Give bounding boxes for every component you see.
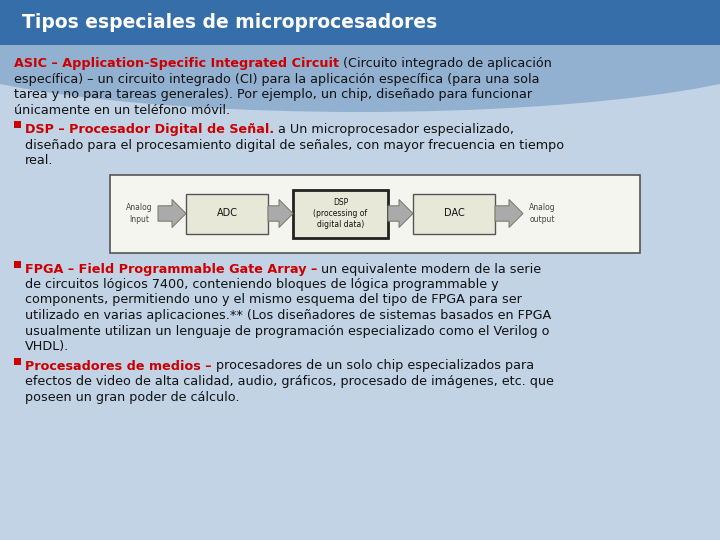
Text: tarea y no para tareas generales). Por ejemplo, un chip, diseñado para funcionar: tarea y no para tareas generales). Por e…	[14, 88, 532, 101]
Text: VHDL).: VHDL).	[25, 340, 69, 353]
Text: real.: real.	[25, 154, 53, 167]
Text: (Circuito integrado de aplicación: (Circuito integrado de aplicación	[339, 57, 552, 70]
Text: específica) – un circuito integrado (CI) para la aplicación específica (para una: específica) – un circuito integrado (CI)…	[14, 72, 539, 85]
Text: FPGA – Field Programmable Gate Array –: FPGA – Field Programmable Gate Array –	[25, 262, 318, 275]
Text: DAC: DAC	[444, 208, 464, 219]
FancyBboxPatch shape	[110, 174, 640, 253]
Text: components, permitiendo uno y el mismo esquema del tipo de FPGA para ser: components, permitiendo uno y el mismo e…	[25, 294, 522, 307]
Ellipse shape	[0, 0, 720, 112]
Text: únicamente en un teléfono móvil.: únicamente en un teléfono móvil.	[14, 104, 230, 117]
Text: a Un microprocesador especializado,: a Un microprocesador especializado,	[274, 123, 514, 136]
Bar	[14, 260, 21, 267]
Text: usualmente utilizan un lenguaje de programación especializado como el Verilog o: usualmente utilizan un lenguaje de progr…	[25, 325, 549, 338]
Text: procesadores de un solo chip especializados para: procesadores de un solo chip especializa…	[212, 360, 534, 373]
Polygon shape	[388, 199, 413, 227]
Text: DSP – Procesador Digital de Señal.: DSP – Procesador Digital de Señal.	[25, 123, 274, 136]
Text: utilizado en varias aplicaciones.** (Los diseñadores de sistemas basados en FPGA: utilizado en varias aplicaciones.** (Los…	[25, 309, 552, 322]
Text: DSP
(processing of
digital data): DSP (processing of digital data)	[313, 198, 368, 229]
Text: diseñado para el procesamiento digital de señales, con mayor frecuencia en tiemp: diseñado para el procesamiento digital d…	[25, 138, 564, 152]
Bar	[14, 121, 21, 128]
Text: Analog
output: Analog output	[528, 204, 555, 224]
FancyBboxPatch shape	[413, 193, 495, 233]
Text: ASIC – Application-Specific Integrated Circuit: ASIC – Application-Specific Integrated C…	[14, 57, 339, 70]
Polygon shape	[495, 199, 523, 227]
Polygon shape	[268, 199, 293, 227]
Polygon shape	[158, 199, 186, 227]
Text: Analog
Input: Analog Input	[126, 204, 153, 224]
Text: efectos de video de alta calidad, audio, gráficos, procesado de imágenes, etc. q: efectos de video de alta calidad, audio,…	[25, 375, 554, 388]
Text: Tipos especiales de microprocesadores: Tipos especiales de microprocesadores	[22, 14, 437, 32]
Text: Procesadores de medios –: Procesadores de medios –	[25, 360, 212, 373]
Text: ADC: ADC	[217, 208, 238, 219]
Bar	[14, 357, 21, 364]
Text: de circuitos lógicos 7400, conteniendo bloques de lógica programmable y: de circuitos lógicos 7400, conteniendo b…	[25, 278, 499, 291]
Text: un equivalente modern de la serie: un equivalente modern de la serie	[318, 262, 541, 275]
Bar	[0, 0, 720, 45]
FancyBboxPatch shape	[186, 193, 268, 233]
FancyBboxPatch shape	[293, 190, 388, 238]
Text: poseen un gran poder de cálculo.: poseen un gran poder de cálculo.	[25, 390, 240, 403]
